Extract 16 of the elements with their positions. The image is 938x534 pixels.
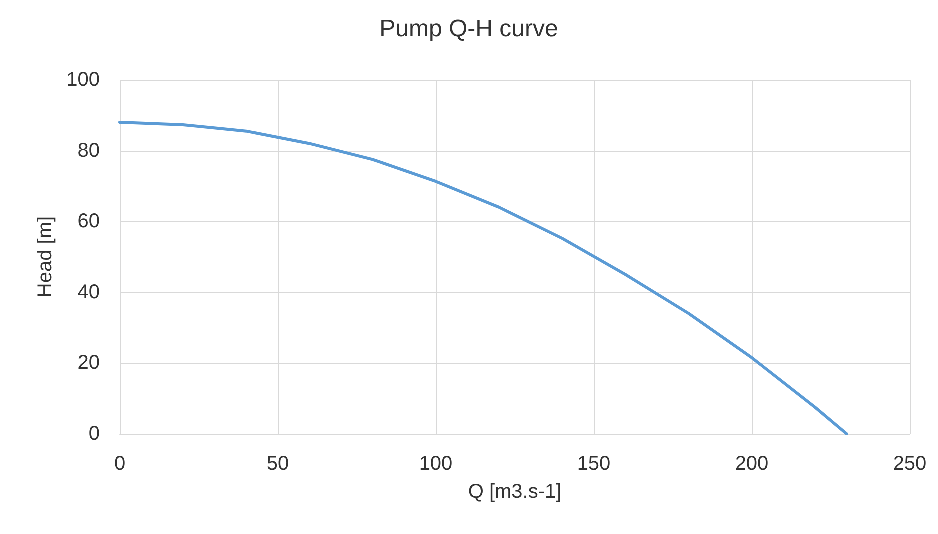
y-tick-label: 20 bbox=[78, 352, 100, 374]
y-tick-label: 80 bbox=[78, 140, 100, 162]
x-tick-label: 50 bbox=[266, 453, 290, 475]
y-axis-title: Head [m] bbox=[34, 216, 57, 298]
x-axis-title: Q [m3.s-1] bbox=[468, 481, 562, 503]
x-tick-label: 150 bbox=[577, 453, 611, 475]
chart-title: Pump Q-H curve bbox=[380, 16, 558, 42]
x-tick-label: 250 bbox=[893, 453, 927, 475]
x-tick-label: 100 bbox=[419, 453, 453, 475]
x-tick-label: 0 bbox=[114, 453, 126, 475]
y-tick-label: 100 bbox=[66, 69, 100, 91]
x-tick-label: 200 bbox=[735, 453, 769, 475]
y-tick-label: 60 bbox=[78, 210, 100, 233]
y-tick-label: 40 bbox=[78, 281, 100, 304]
y-tick-label: 0 bbox=[88, 423, 100, 445]
line-series bbox=[118, 120, 848, 436]
